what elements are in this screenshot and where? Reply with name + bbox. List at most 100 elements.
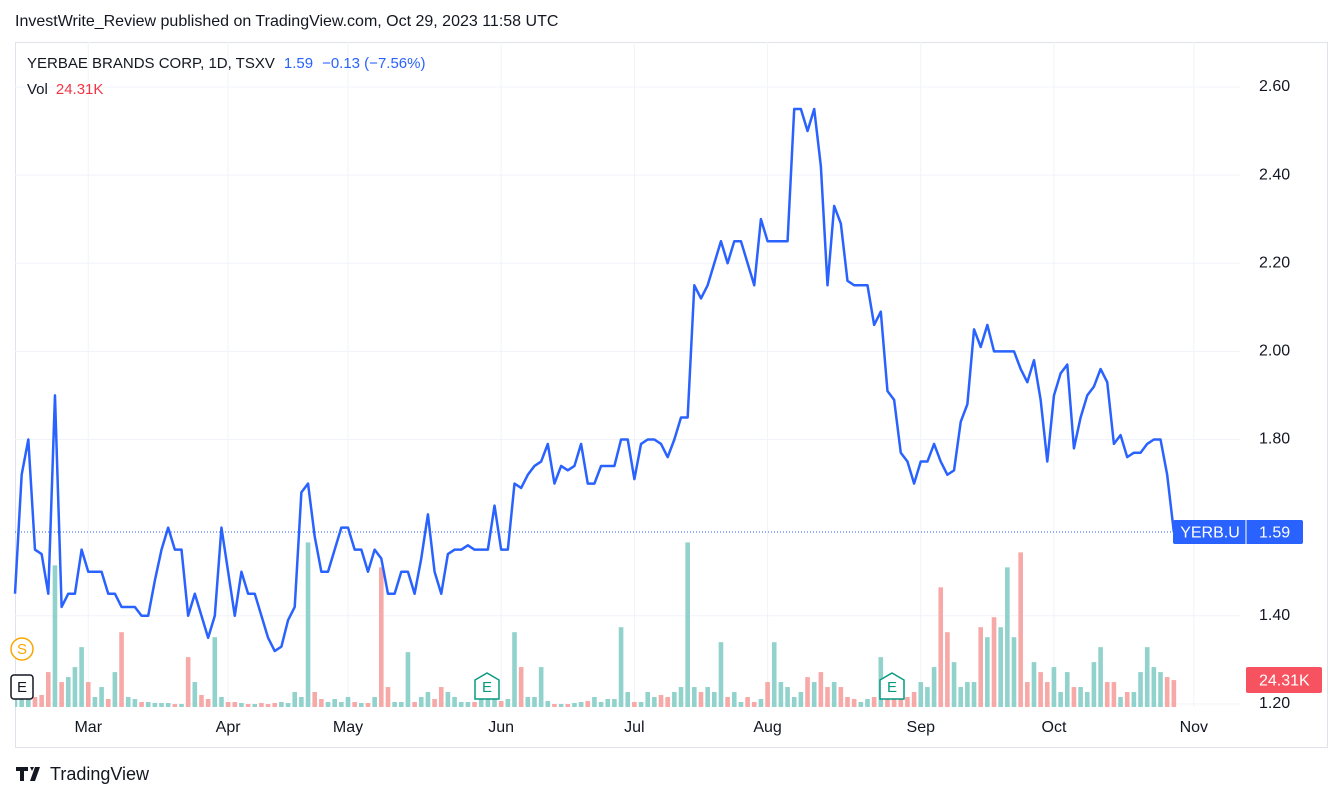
volume-bar — [552, 704, 557, 707]
volume-bar — [332, 699, 337, 707]
logo: TradingView — [16, 764, 150, 784]
x-tick-label: Oct — [1042, 719, 1067, 736]
volume-bar — [145, 702, 151, 707]
volume-bar — [205, 699, 211, 707]
volume-bar — [798, 692, 804, 707]
volume-bar — [445, 692, 451, 707]
volume-bar — [978, 627, 983, 707]
volume-bar — [625, 692, 631, 707]
volume-bar — [219, 697, 224, 707]
volume-bar — [1071, 687, 1077, 707]
volume-bar — [825, 687, 830, 707]
volume-bar — [99, 687, 104, 707]
volume-bar — [518, 667, 524, 707]
volume-bar — [845, 697, 850, 707]
volume-bar — [39, 695, 44, 707]
legend: YERBAE BRANDS CORP, 1D, TSXV 1.59 −0.13 (−… — [27, 55, 425, 72]
event-marker — [10, 674, 34, 700]
volume-bar — [1031, 662, 1037, 707]
volume-bar — [1064, 672, 1070, 707]
volume-bar — [578, 702, 584, 707]
volume-bar — [312, 692, 317, 707]
volume-bar — [612, 699, 617, 707]
volume-bar — [785, 687, 790, 707]
volume-bar — [52, 565, 58, 707]
volume-bar — [379, 567, 384, 707]
volume-bar — [1111, 682, 1117, 707]
volume-bar — [452, 697, 457, 707]
volume-bar — [1104, 682, 1110, 707]
y-tick-label: 2.60 — [1259, 78, 1290, 95]
volume-bar — [991, 617, 997, 707]
volume-bar — [458, 702, 464, 707]
volume-bar — [372, 697, 377, 707]
volume-bar — [172, 704, 178, 707]
y-tick-label: 1.80 — [1259, 431, 1290, 448]
volume-bar — [958, 687, 964, 707]
volume-bar — [512, 632, 517, 707]
volume-bar — [1098, 647, 1103, 707]
price-axis-label: 1.59 — [1259, 524, 1290, 541]
legend-change: −0.13 (−7.56%) — [322, 55, 425, 72]
volume-bar — [325, 702, 331, 707]
volume-bar — [758, 699, 764, 707]
volume-bar — [239, 703, 244, 707]
volume-bar — [438, 687, 444, 707]
volume-bar — [46, 672, 51, 707]
volume-bar — [851, 699, 857, 707]
volume-bar — [705, 687, 710, 707]
volume-bar — [365, 703, 371, 707]
volume-bar — [19, 697, 24, 707]
volume-bar — [925, 687, 930, 707]
volume-bar — [1144, 647, 1150, 707]
volume-bar — [265, 704, 271, 707]
volume-bar — [152, 703, 158, 707]
volume-bars — [15, 542, 1177, 707]
volume-bar — [871, 697, 877, 707]
volume-bar — [751, 702, 757, 707]
volume-bar — [685, 542, 690, 707]
volume-bar — [119, 632, 124, 707]
volume-bar — [538, 667, 544, 707]
volume-bar — [858, 702, 864, 707]
volume-bar — [299, 697, 304, 707]
volume-bar — [985, 637, 990, 707]
volume-bar — [1131, 692, 1137, 707]
volume-bar — [272, 703, 278, 707]
volume-bar — [232, 702, 238, 707]
y-tick-label: 2.20 — [1259, 254, 1290, 271]
volume-bar — [1051, 667, 1057, 707]
volume-bar — [132, 699, 138, 707]
x-tick-label: Nov — [1180, 719, 1208, 736]
volume-bar — [1124, 692, 1130, 707]
volume-bar — [692, 687, 697, 707]
plot — [13, 107, 1240, 653]
volume-bar — [738, 702, 744, 707]
event-label: E — [887, 679, 897, 696]
volume-bar — [1058, 692, 1063, 707]
volume-bar — [1164, 677, 1170, 707]
volume-bar — [192, 682, 198, 707]
volume-bar — [1138, 672, 1143, 707]
volume-bar — [165, 703, 171, 707]
volume-bar — [1018, 552, 1023, 707]
event-marker — [10, 637, 34, 661]
y-tick-label: 2.00 — [1259, 343, 1290, 360]
volume-bar — [778, 682, 784, 707]
event-label: E — [482, 679, 492, 696]
volume-bar — [212, 637, 218, 707]
volume-bar — [1151, 667, 1157, 707]
volume-bar — [112, 672, 118, 707]
volume-bar — [1084, 692, 1090, 707]
volume-bar — [585, 701, 591, 707]
ticker-label-bg — [1173, 520, 1303, 545]
volume-bar — [319, 699, 324, 707]
volume-bar — [465, 702, 471, 707]
volume-bar — [1118, 697, 1123, 707]
volume-bar — [292, 692, 298, 707]
y-tick-label: 1.20 — [1259, 695, 1290, 712]
volume-bar — [92, 697, 98, 707]
volume-bar — [718, 642, 724, 707]
volume-bar — [572, 703, 577, 707]
volume-bar — [418, 697, 424, 707]
